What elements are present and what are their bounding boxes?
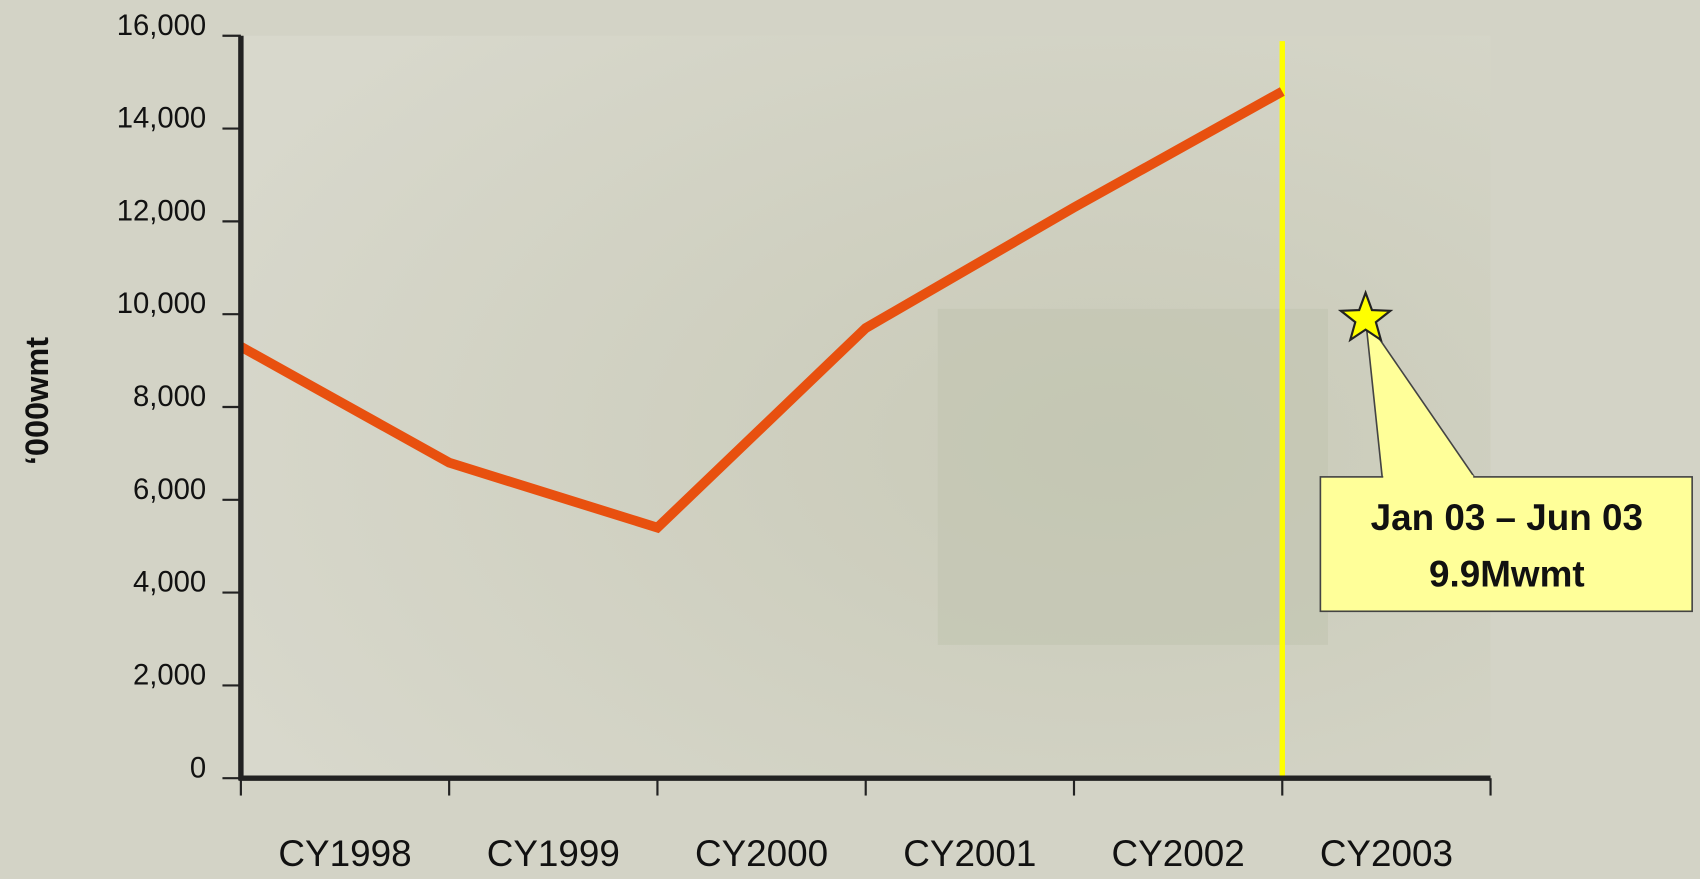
- x-tick-label: CY2002: [1112, 833, 1245, 874]
- x-tick-label: CY1999: [487, 833, 620, 874]
- y-axis-label: ‘000wmt: [19, 337, 55, 465]
- y-tick-label: 4,000: [133, 567, 206, 599]
- y-tick-label: 0: [190, 752, 206, 784]
- truck-silhouette: [937, 308, 1328, 645]
- y-tick-label: 12,000: [117, 195, 206, 227]
- x-tick-label: CY2000: [695, 833, 828, 874]
- y-tick-label: 14,000: [117, 103, 206, 135]
- y-tick-label: 16,000: [117, 10, 206, 42]
- callout-text: 9.9Mwmt: [1429, 553, 1585, 594]
- y-tick-label: 8,000: [133, 381, 206, 413]
- x-tick-label: CY1998: [278, 833, 411, 874]
- data-line: [238, 87, 1285, 534]
- callout-text: Jan 03 – Jun 03: [1371, 497, 1643, 538]
- x-tick-label: CY2001: [903, 833, 1036, 874]
- callout-box: [1319, 476, 1693, 613]
- x-tick-label: CY2003: [1320, 833, 1453, 874]
- y-tick-label: 6,000: [133, 474, 206, 506]
- y-tick-label: 10,000: [117, 288, 206, 320]
- star-marker: [1337, 289, 1394, 343]
- y-tick-label: 2,000: [133, 659, 206, 691]
